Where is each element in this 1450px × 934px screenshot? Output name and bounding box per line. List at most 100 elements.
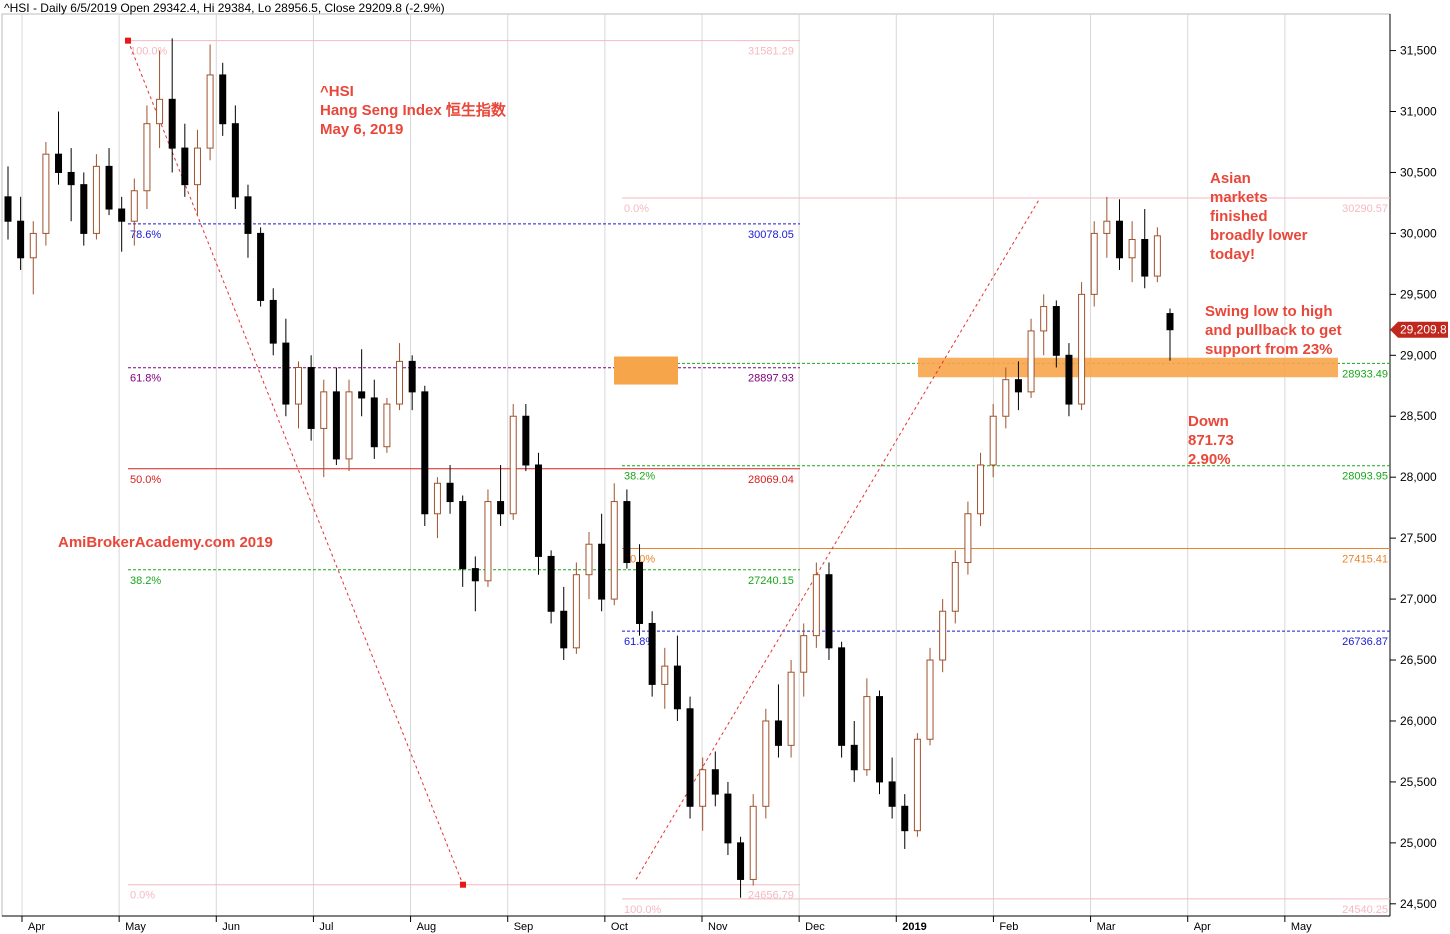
- swing-low-annotation: Swing low to high and pullback to get su…: [1205, 303, 1342, 358]
- fib1-value-label: 31581.29: [748, 46, 794, 58]
- candle-body: [673, 665, 681, 710]
- candle-body: [1078, 293, 1086, 405]
- candle-body: [863, 696, 871, 771]
- x-tick-label: Oct: [611, 921, 628, 933]
- candle-body: [787, 671, 795, 746]
- candle-body: [661, 665, 669, 685]
- candle-body: [67, 171, 75, 186]
- candle-body: [295, 366, 302, 405]
- candle-body: [1115, 220, 1123, 259]
- candle-body: [396, 360, 404, 405]
- y-tick-label: 28,000: [1400, 470, 1437, 484]
- candle-body: [459, 501, 467, 570]
- candle-body: [1014, 379, 1022, 393]
- candle-body: [1065, 354, 1073, 405]
- chart-header: ^HSI - Daily 6/5/2019 Open 29342.4, Hi 2…: [4, 1, 445, 15]
- candle-body: [1166, 313, 1174, 331]
- candle-body: [55, 153, 63, 173]
- x-tick-label: Apr: [1194, 921, 1211, 933]
- candle-body: [118, 208, 126, 222]
- candle-body: [269, 299, 277, 344]
- candle-body: [1040, 306, 1048, 332]
- chart-title-annotation: ^HSI Hang Seng Index 恒生指数 May 6, 2019: [320, 83, 506, 138]
- candle-body: [358, 391, 366, 399]
- x-tick-label: Jul: [319, 921, 333, 933]
- fib1-value-label: 28897.93: [748, 373, 794, 385]
- candle-body: [812, 574, 820, 637]
- candle-body: [913, 738, 921, 832]
- candle-body: [850, 744, 858, 771]
- x-tick-label: Nov: [708, 921, 728, 933]
- x-tick-label: 2019: [902, 921, 926, 933]
- candle-body: [29, 232, 37, 259]
- candle-body: [4, 196, 12, 222]
- candle-body: [560, 610, 568, 649]
- candle-body: [206, 74, 214, 149]
- candle-body: [219, 74, 227, 125]
- candle-body: [383, 403, 391, 448]
- swing-line-down: [127, 40, 464, 885]
- candle-body: [838, 647, 846, 746]
- candle-body: [408, 360, 416, 393]
- candle-body: [547, 555, 555, 612]
- fib2-level-label: 100.0%: [624, 904, 662, 916]
- candle-body: [762, 720, 770, 807]
- fib1-level-label: 78.6%: [130, 229, 161, 241]
- candle-body: [686, 708, 694, 807]
- fib2-value-label: 27415.41: [1342, 553, 1388, 565]
- candle-body: [522, 415, 530, 466]
- y-tick-label: 25,000: [1400, 836, 1437, 850]
- candle-body: [181, 147, 189, 186]
- candle-body: [446, 482, 454, 503]
- candle-body: [534, 464, 542, 557]
- x-tick-label: Aug: [417, 921, 437, 933]
- candle-body: [951, 562, 959, 612]
- candle-body: [282, 342, 290, 405]
- candle-body: [598, 543, 606, 600]
- fib2-value-label: 26736.87: [1342, 636, 1388, 648]
- watermark-text: AmiBrokerAcademy.com 2019: [58, 534, 273, 551]
- candle-body: [572, 574, 580, 649]
- candle-body: [888, 781, 896, 807]
- y-tick-label: 29,500: [1400, 287, 1437, 301]
- fib2-level-label: 38.2%: [624, 471, 655, 483]
- candle-body: [433, 482, 441, 515]
- candle-body: [737, 842, 745, 880]
- candle-body: [1141, 239, 1149, 277]
- fib2-level-label: 0.0%: [624, 203, 649, 215]
- y-tick-label: 30,000: [1400, 226, 1437, 240]
- candle-body: [989, 415, 997, 466]
- fib-23-highlight-box: [614, 356, 678, 385]
- candle-body: [168, 98, 176, 149]
- candle-body: [332, 391, 340, 460]
- candle-body: [1002, 379, 1010, 417]
- candle-body: [926, 659, 934, 740]
- candle-body: [345, 391, 353, 460]
- y-tick-label: 25,500: [1400, 775, 1437, 789]
- y-tick-label: 26,000: [1400, 714, 1437, 728]
- x-tick-label: Mar: [1097, 921, 1116, 933]
- candle-body: [370, 397, 378, 448]
- y-tick-label: 27,000: [1400, 592, 1437, 606]
- fib1-value-label: 24656.79: [748, 890, 794, 902]
- fib2-level-label: 61.8%: [624, 636, 655, 648]
- candle-body: [1153, 235, 1161, 277]
- candle-body: [648, 622, 656, 685]
- candle-body: [42, 153, 50, 234]
- x-tick-label: Feb: [999, 921, 1018, 933]
- candle-body: [711, 769, 719, 795]
- candle-body: [484, 501, 492, 582]
- candle-body: [825, 574, 833, 649]
- fib2-value-label: 28933.49: [1342, 368, 1388, 380]
- x-tick-label: May: [1291, 921, 1312, 933]
- candle-body: [939, 610, 947, 661]
- candle-body: [901, 805, 909, 832]
- fib1-value-label: 30078.05: [748, 229, 794, 241]
- candle-body: [156, 98, 164, 125]
- candle-body: [800, 635, 808, 673]
- swing-high-marker: [125, 37, 131, 44]
- candle-body: [964, 513, 972, 564]
- candle-body: [774, 720, 782, 746]
- candle-body: [724, 793, 732, 844]
